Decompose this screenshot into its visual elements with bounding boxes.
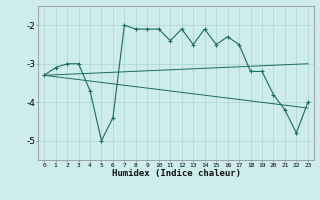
X-axis label: Humidex (Indice chaleur): Humidex (Indice chaleur) — [111, 169, 241, 178]
